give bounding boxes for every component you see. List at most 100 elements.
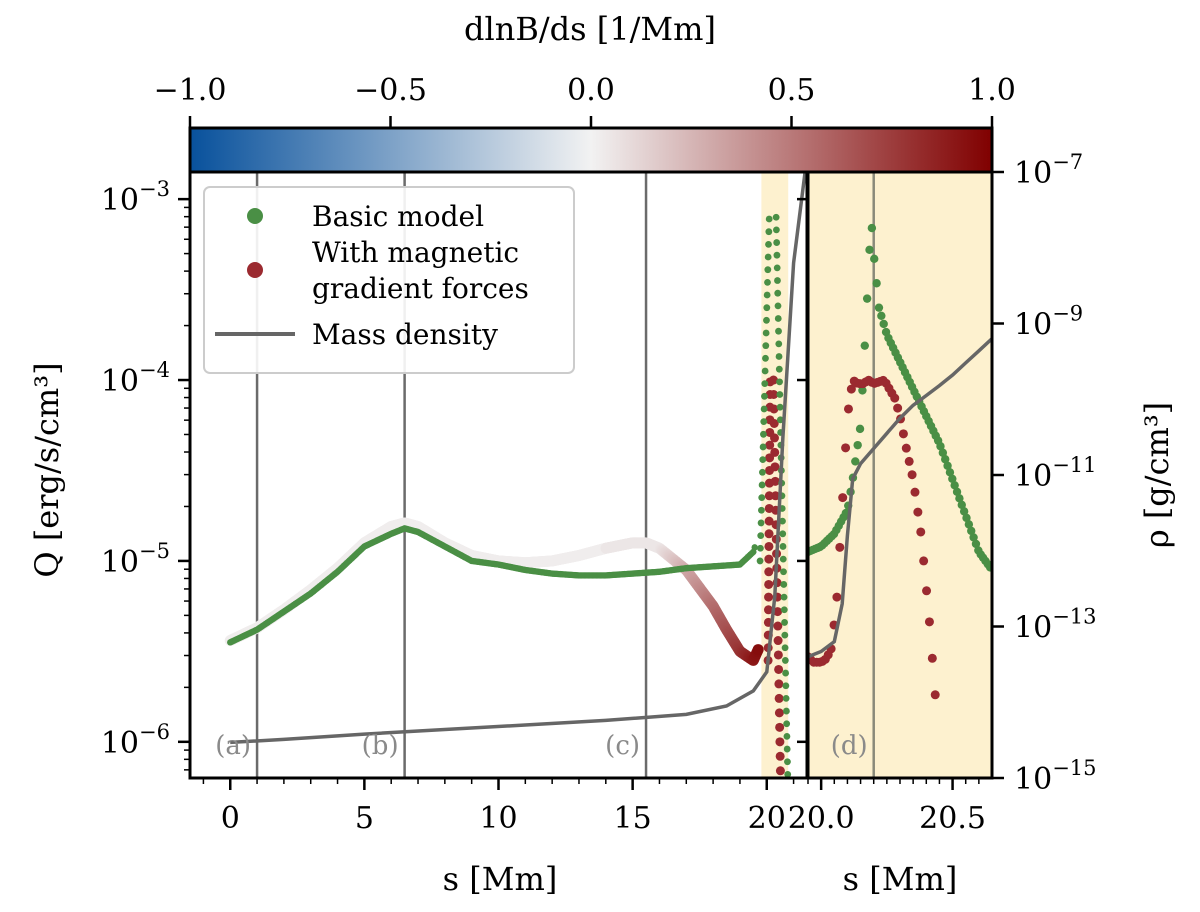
basic-model-point: [765, 228, 773, 236]
basic-model-point: [764, 253, 772, 261]
basic-model-point: [855, 424, 865, 434]
right-panel-labels: (d): [831, 731, 868, 761]
basic-model-point: [865, 245, 874, 254]
basic-model-point: [779, 543, 787, 550]
magnetic-model-point: [773, 621, 783, 631]
basic-model-point: [780, 593, 788, 601]
basic-model-point: [758, 481, 766, 489]
magnetic-model-point: [775, 737, 785, 747]
x-tick-label: 20.5: [919, 801, 986, 836]
basic-model-point: [779, 517, 786, 525]
magnetic-model-point: [913, 507, 923, 517]
basic-model-point: [782, 669, 790, 677]
left-plot-area: [224, 172, 807, 778]
magnetic-model-point: [919, 556, 929, 566]
magnetic-model-point: [890, 393, 900, 403]
x-tick-label: 0: [221, 801, 240, 836]
basic-model-point: [761, 367, 769, 375]
y-tick-label: 10−4: [101, 358, 170, 399]
panel-label: (c): [605, 731, 640, 761]
basic-model-point: [941, 455, 950, 464]
basic-model-point: [938, 448, 948, 457]
magnetic-model-point: [765, 440, 775, 450]
magnetic-model-point: [898, 429, 908, 439]
basic-model-point: [851, 457, 860, 466]
basic-model-point: [765, 215, 773, 223]
basic-model-point: [779, 530, 787, 538]
density-tick-label: 10−7: [1014, 150, 1083, 191]
magnetic-model-point: [773, 607, 783, 617]
density-axis-title: ρ [g/cm³]: [1138, 402, 1176, 548]
right-panel: 20.0 20.5 (d) 10−7 10−9 10−11 10−13 10−15 s […: [788, 150, 1176, 898]
density-tick-label: 10−9: [1014, 302, 1083, 343]
magnetic-model-point: [775, 766, 785, 776]
basic-model-point: [759, 443, 767, 451]
basic-model-point: [783, 707, 790, 715]
basic-model-point: [943, 461, 952, 470]
magnetic-model-point: [922, 586, 932, 596]
magnetic-model-point: [752, 644, 764, 656]
density-axis-ticks: 10−7 10−9 10−11 10−13 10−15: [992, 150, 1097, 797]
magnetic-model-point: [835, 542, 845, 552]
basic-model-point: [779, 555, 787, 563]
magnetic-model-point: [841, 443, 851, 453]
panel-label: (d): [831, 731, 868, 761]
basic-model-point: [774, 289, 782, 297]
basic-model-point: [762, 342, 770, 350]
legend-label: With magnetic: [312, 236, 519, 269]
basic-model-point: [945, 468, 955, 477]
basic-model-point: [774, 302, 782, 310]
colorbar: dlnB/ds [1/Mm] −1.0 −0.5 0.0 0.5 1.0: [154, 10, 1016, 174]
magnetic-model-point: [771, 491, 781, 501]
x-tick-label: 10: [479, 801, 517, 836]
magnetic-model-point: [930, 690, 940, 700]
basic-model-point: [858, 386, 867, 395]
basic-model-point: [780, 606, 788, 614]
left-y-axis-title: Q [erg/s/cm³]: [28, 362, 66, 577]
magnetic-model-point: [769, 404, 779, 414]
basic-model-point: [758, 494, 766, 502]
colorbar-gradient: [188, 126, 994, 174]
basic-model-point: [764, 278, 771, 286]
basic-model-point: [874, 303, 884, 312]
basic-model-point: [773, 239, 781, 246]
basic-model-point: [762, 354, 769, 362]
basic-model-point: [763, 304, 771, 312]
legend-marker: [247, 208, 263, 224]
magnetic-model-point: [924, 617, 934, 627]
basic-model-point: [783, 732, 791, 740]
magnetic-model-point: [770, 462, 780, 472]
basic-model-point: [860, 341, 869, 350]
magnetic-model-point: [769, 390, 779, 400]
right-plot-area: [808, 223, 992, 700]
basic-model-point: [776, 403, 784, 411]
legend-label: Basic model: [312, 200, 484, 233]
magnetic-model-point: [893, 403, 903, 413]
magnetic-model-point: [764, 491, 774, 501]
colorbar-tick-label: −1.0: [154, 73, 227, 108]
basic-model-point: [751, 544, 758, 551]
colorbar-tick-label: 0.5: [768, 73, 816, 108]
basic-model-point: [757, 532, 765, 539]
magnetic-model-point: [901, 443, 911, 453]
basic-model-point: [761, 380, 769, 388]
basic-model-point: [952, 487, 962, 497]
left-x-ticks: 0 5 10 15 20: [202, 778, 795, 836]
left-y-ticks: 10−6 10−5 10−4 10−3: [101, 177, 807, 771]
basic-model-point: [756, 557, 764, 565]
magnetic-model-point: [774, 679, 784, 689]
right-x-ticks: 20.0 20.5: [788, 778, 986, 836]
magnetic-model-point: [770, 447, 780, 457]
legend-label: Mass density: [312, 318, 498, 351]
basic-model-point: [762, 329, 770, 337]
x-tick-label: 5: [355, 801, 374, 836]
basic-model-point: [879, 319, 888, 329]
basic-model-point: [950, 481, 959, 490]
basic-model-point: [775, 340, 783, 348]
y-tick-label: 10−6: [101, 720, 170, 761]
left-x-axis-title: s [Mm]: [443, 860, 558, 898]
basic-model-point: [936, 442, 945, 451]
magnetic-model-point: [832, 592, 842, 602]
magnetic-model-point: [843, 404, 853, 414]
